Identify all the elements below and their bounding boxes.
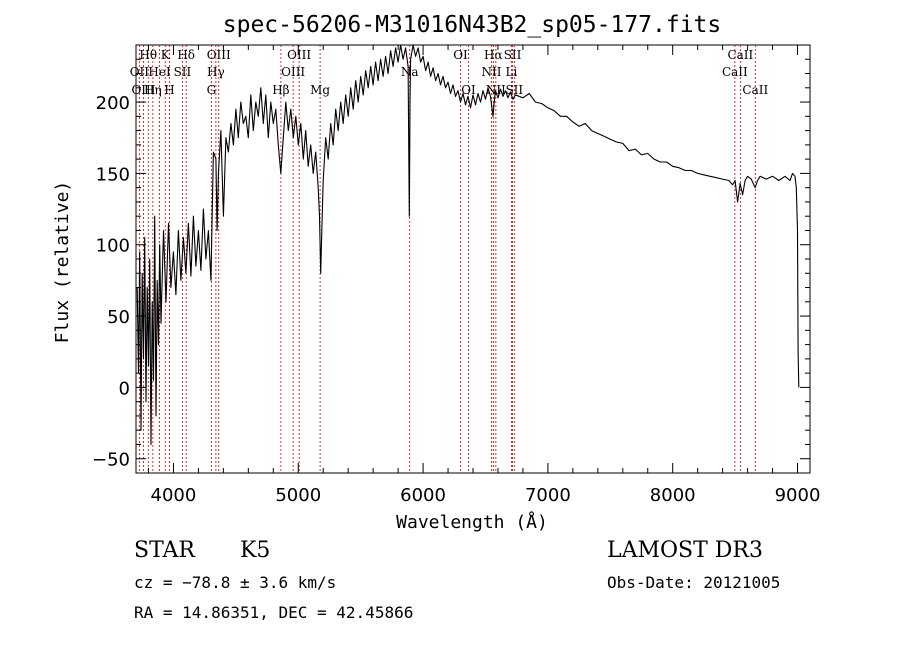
y-tick-label: 100 — [96, 236, 130, 257]
line-label: CaII — [727, 48, 753, 62]
line-label: G — [207, 83, 217, 97]
x-tick-label: 8000 — [650, 485, 696, 506]
spectrum-series — [136, 44, 800, 446]
line-label: OII — [130, 65, 150, 79]
line-label: SII — [504, 48, 522, 62]
line-label: SII — [174, 65, 192, 79]
line-label: NII — [486, 83, 506, 97]
y-tick-label: 0 — [119, 378, 130, 399]
line-label: Hη — [144, 83, 162, 97]
line-label: NII — [481, 65, 501, 79]
line-label: K — [161, 48, 171, 62]
emission-line-markers — [138, 45, 756, 473]
y-tick-label: −50 — [92, 450, 130, 471]
observation-date: Obs-Date: 20121005 — [607, 573, 781, 592]
line-label: CaII — [722, 65, 748, 79]
line-label: Hβ — [272, 83, 289, 97]
line-label: Na — [401, 65, 419, 79]
line-label: OI — [453, 48, 468, 62]
line-label: Mg — [310, 83, 330, 97]
line-label: CaII — [742, 83, 768, 97]
y-axis: −50 0 50 100 150 200 — [92, 58, 810, 471]
line-label: Hθ — [139, 48, 157, 62]
line-label: Li — [506, 65, 518, 79]
y-tick-label: 50 — [107, 307, 130, 328]
spectrum-line-0 — [136, 44, 800, 446]
x-tick-label: 5000 — [275, 485, 321, 506]
line-label: OI — [461, 83, 476, 97]
line-label: SII — [505, 83, 523, 97]
line-label: H — [164, 83, 174, 97]
line-label: OIII — [281, 65, 305, 79]
chart-title: spec-56206-M31016N43B2_sp05-177.fits — [223, 12, 722, 38]
survey-name: LAMOST DR3 — [607, 538, 763, 563]
x-tick-label: 7000 — [525, 485, 571, 506]
line-label: Hδ — [177, 48, 195, 62]
plot-frame — [135, 44, 811, 474]
y-tick-label: 200 — [96, 93, 130, 114]
x-tick-label: 6000 — [400, 485, 446, 506]
object-subclass: K5 — [240, 538, 271, 563]
line-label: Hγ — [207, 65, 225, 79]
coordinates: RA = 14.86351, DEC = 42.45866 — [134, 603, 414, 622]
line-label: Hα — [484, 48, 503, 62]
redshift-velocity: cz = −78.8 ± 3.6 km/s — [134, 573, 337, 592]
x-tick-label: 9000 — [775, 485, 821, 506]
y-tick-label: 150 — [96, 164, 130, 185]
x-tick-label: 4000 — [151, 485, 197, 506]
line-label: OIII — [287, 48, 311, 62]
y-axis-label: Flux (relative) — [52, 181, 73, 344]
object-class: STAR — [134, 538, 195, 563]
line-label: HeI — [148, 65, 171, 79]
line-label: OIII — [207, 48, 231, 62]
line-label: OIII — [131, 83, 155, 97]
x-axis: 4000 5000 6000 7000 8000 9000 — [147, 45, 821, 506]
x-axis-label: Wavelength (Å) — [396, 511, 548, 533]
